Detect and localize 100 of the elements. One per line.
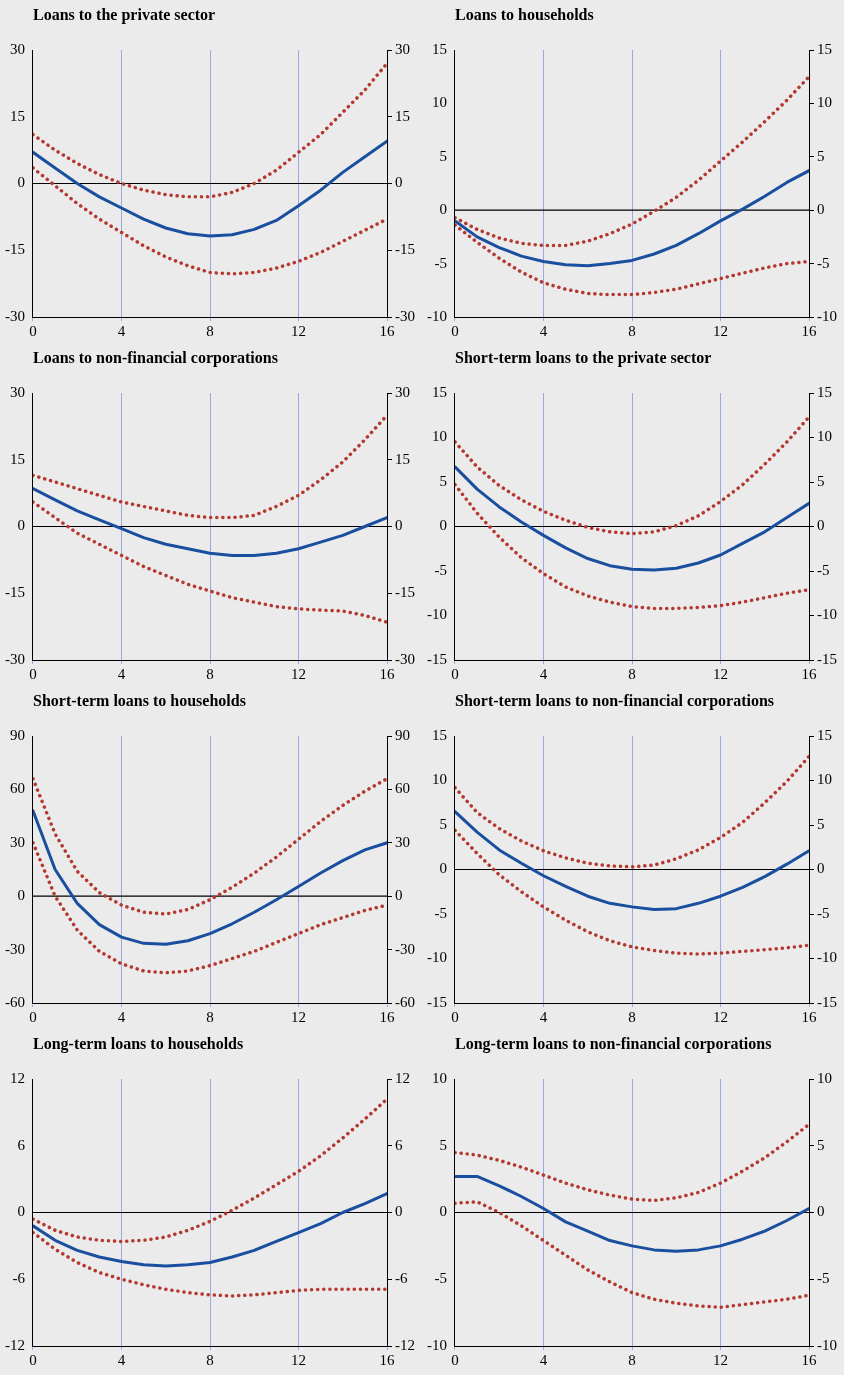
y2-tick-label: 60 (395, 780, 410, 797)
y2-tick-label: 0 (395, 517, 403, 534)
y2-tick-label: 10 (817, 771, 832, 788)
y-tick-label: -15 (427, 650, 447, 667)
x-tick-label: 8 (628, 1351, 636, 1368)
chart-title: Loans to the private sector (33, 6, 216, 24)
y-tick-label: 10 (432, 428, 447, 445)
y2-tick-label: 10 (817, 428, 832, 445)
x-tick-label: 8 (628, 665, 636, 682)
x-tick-label: 16 (801, 1008, 817, 1025)
y2-tick-label: 6 (395, 1136, 403, 1153)
y-tick-label: -5 (434, 254, 447, 271)
chart-title: Loans to households (455, 6, 594, 23)
x-tick-label: 12 (713, 322, 728, 339)
y2-tick-label: 0 (395, 174, 403, 191)
y-tick-label: 0 (17, 1203, 25, 1220)
y2-tick-label: 15 (395, 107, 410, 124)
y2-tick-label: 0 (395, 1203, 403, 1220)
y-tick-label: -15 (427, 993, 447, 1010)
x-tick-label: 4 (539, 1351, 548, 1368)
y2-tick-label: -30 (395, 940, 415, 957)
x-tick-label: 0 (451, 1351, 459, 1368)
x-tick-label: 16 (801, 665, 817, 682)
x-tick-label: 12 (713, 1351, 728, 1368)
x-tick-label: 12 (291, 665, 306, 682)
y2-tick-label: 15 (817, 383, 832, 400)
y2-tick-label: 0 (817, 860, 825, 877)
y-tick-label: 0 (17, 887, 25, 904)
x-tick-label: 12 (291, 322, 306, 339)
x-tick-label: 8 (628, 322, 636, 339)
x-tick-label: 0 (451, 322, 459, 339)
y2-tick-label: -15 (817, 650, 837, 667)
chart-title: Long-term loans to households (33, 1035, 244, 1053)
y2-tick-label: 15 (817, 40, 832, 57)
x-tick-label: 16 (379, 1351, 395, 1368)
y-tick-label: 0 (439, 1203, 447, 1220)
x-tick-label: 0 (29, 1351, 37, 1368)
y-tick-label: 15 (10, 107, 25, 124)
x-tick-label: 0 (451, 665, 459, 682)
y-tick-label: 15 (432, 383, 447, 400)
y2-tick-label: 0 (817, 1203, 825, 1220)
y-tick-label: 5 (439, 1136, 447, 1153)
y2-tick-label: -60 (395, 993, 415, 1010)
y-tick-label: 12 (10, 1069, 25, 1086)
y2-tick-label: -5 (817, 561, 830, 578)
chart-title: Short-term loans to the private sector (455, 349, 712, 367)
y-tick-label: 10 (432, 94, 447, 111)
x-tick-label: 8 (206, 322, 214, 339)
y2-tick-label: 15 (395, 450, 410, 467)
y-tick-label: -60 (5, 993, 25, 1010)
x-tick-label: 4 (117, 665, 126, 682)
y2-tick-label: -30 (395, 307, 415, 324)
x-tick-label: 8 (206, 1008, 214, 1025)
x-tick-label: 4 (539, 1008, 548, 1025)
y-tick-label: 5 (439, 815, 447, 832)
chart-title: Short-term loans to households (33, 692, 246, 709)
y-tick-label: 10 (432, 771, 447, 788)
y-tick-label: -5 (434, 1270, 447, 1287)
y2-tick-label: -15 (395, 241, 415, 258)
y2-tick-label: -10 (817, 949, 837, 966)
y-tick-label: 30 (10, 383, 25, 400)
y2-tick-label: 0 (395, 887, 403, 904)
x-tick-label: 12 (713, 665, 728, 682)
y2-tick-label: -10 (817, 307, 837, 324)
y-tick-label: -10 (427, 1336, 447, 1353)
x-tick-label: 16 (801, 1351, 817, 1368)
y2-tick-label: 30 (395, 383, 410, 400)
y-tick-label: -5 (434, 561, 447, 578)
x-tick-label: 12 (713, 1008, 728, 1025)
x-tick-label: 16 (801, 322, 817, 339)
y-tick-label: 15 (432, 726, 447, 743)
x-tick-label: 16 (379, 1008, 395, 1025)
y-tick-label: -15 (5, 241, 25, 258)
y2-tick-label: 15 (817, 726, 832, 743)
y2-tick-label: -6 (395, 1270, 408, 1287)
y-tick-label: 5 (439, 472, 447, 489)
x-tick-label: 12 (291, 1351, 306, 1368)
y2-tick-label: 30 (395, 40, 410, 57)
x-tick-label: 4 (117, 322, 126, 339)
y2-tick-label: 0 (817, 517, 825, 534)
y-tick-label: -30 (5, 650, 25, 667)
x-tick-label: 4 (117, 1351, 126, 1368)
x-tick-label: 0 (29, 322, 37, 339)
y-tick-label: 6 (17, 1136, 26, 1153)
y2-tick-label: -10 (817, 606, 837, 623)
y-tick-label: -15 (5, 584, 25, 601)
y-tick-label: -10 (427, 307, 447, 324)
y-tick-label: 0 (17, 517, 25, 534)
y2-tick-label: -12 (395, 1336, 415, 1353)
y2-tick-label: 10 (817, 94, 832, 111)
y2-tick-label: -5 (817, 904, 830, 921)
y2-tick-label: -15 (395, 584, 415, 601)
chart-title: Short-term loans to non-financial corporations (455, 692, 775, 710)
y2-tick-label: -15 (817, 993, 837, 1010)
y-tick-label: -10 (427, 949, 447, 966)
x-tick-label: 16 (379, 665, 395, 682)
y2-tick-label: 5 (817, 472, 825, 489)
y-tick-label: 90 (10, 726, 25, 743)
y-tick-label: 0 (439, 517, 447, 534)
x-tick-label: 0 (29, 1008, 37, 1025)
